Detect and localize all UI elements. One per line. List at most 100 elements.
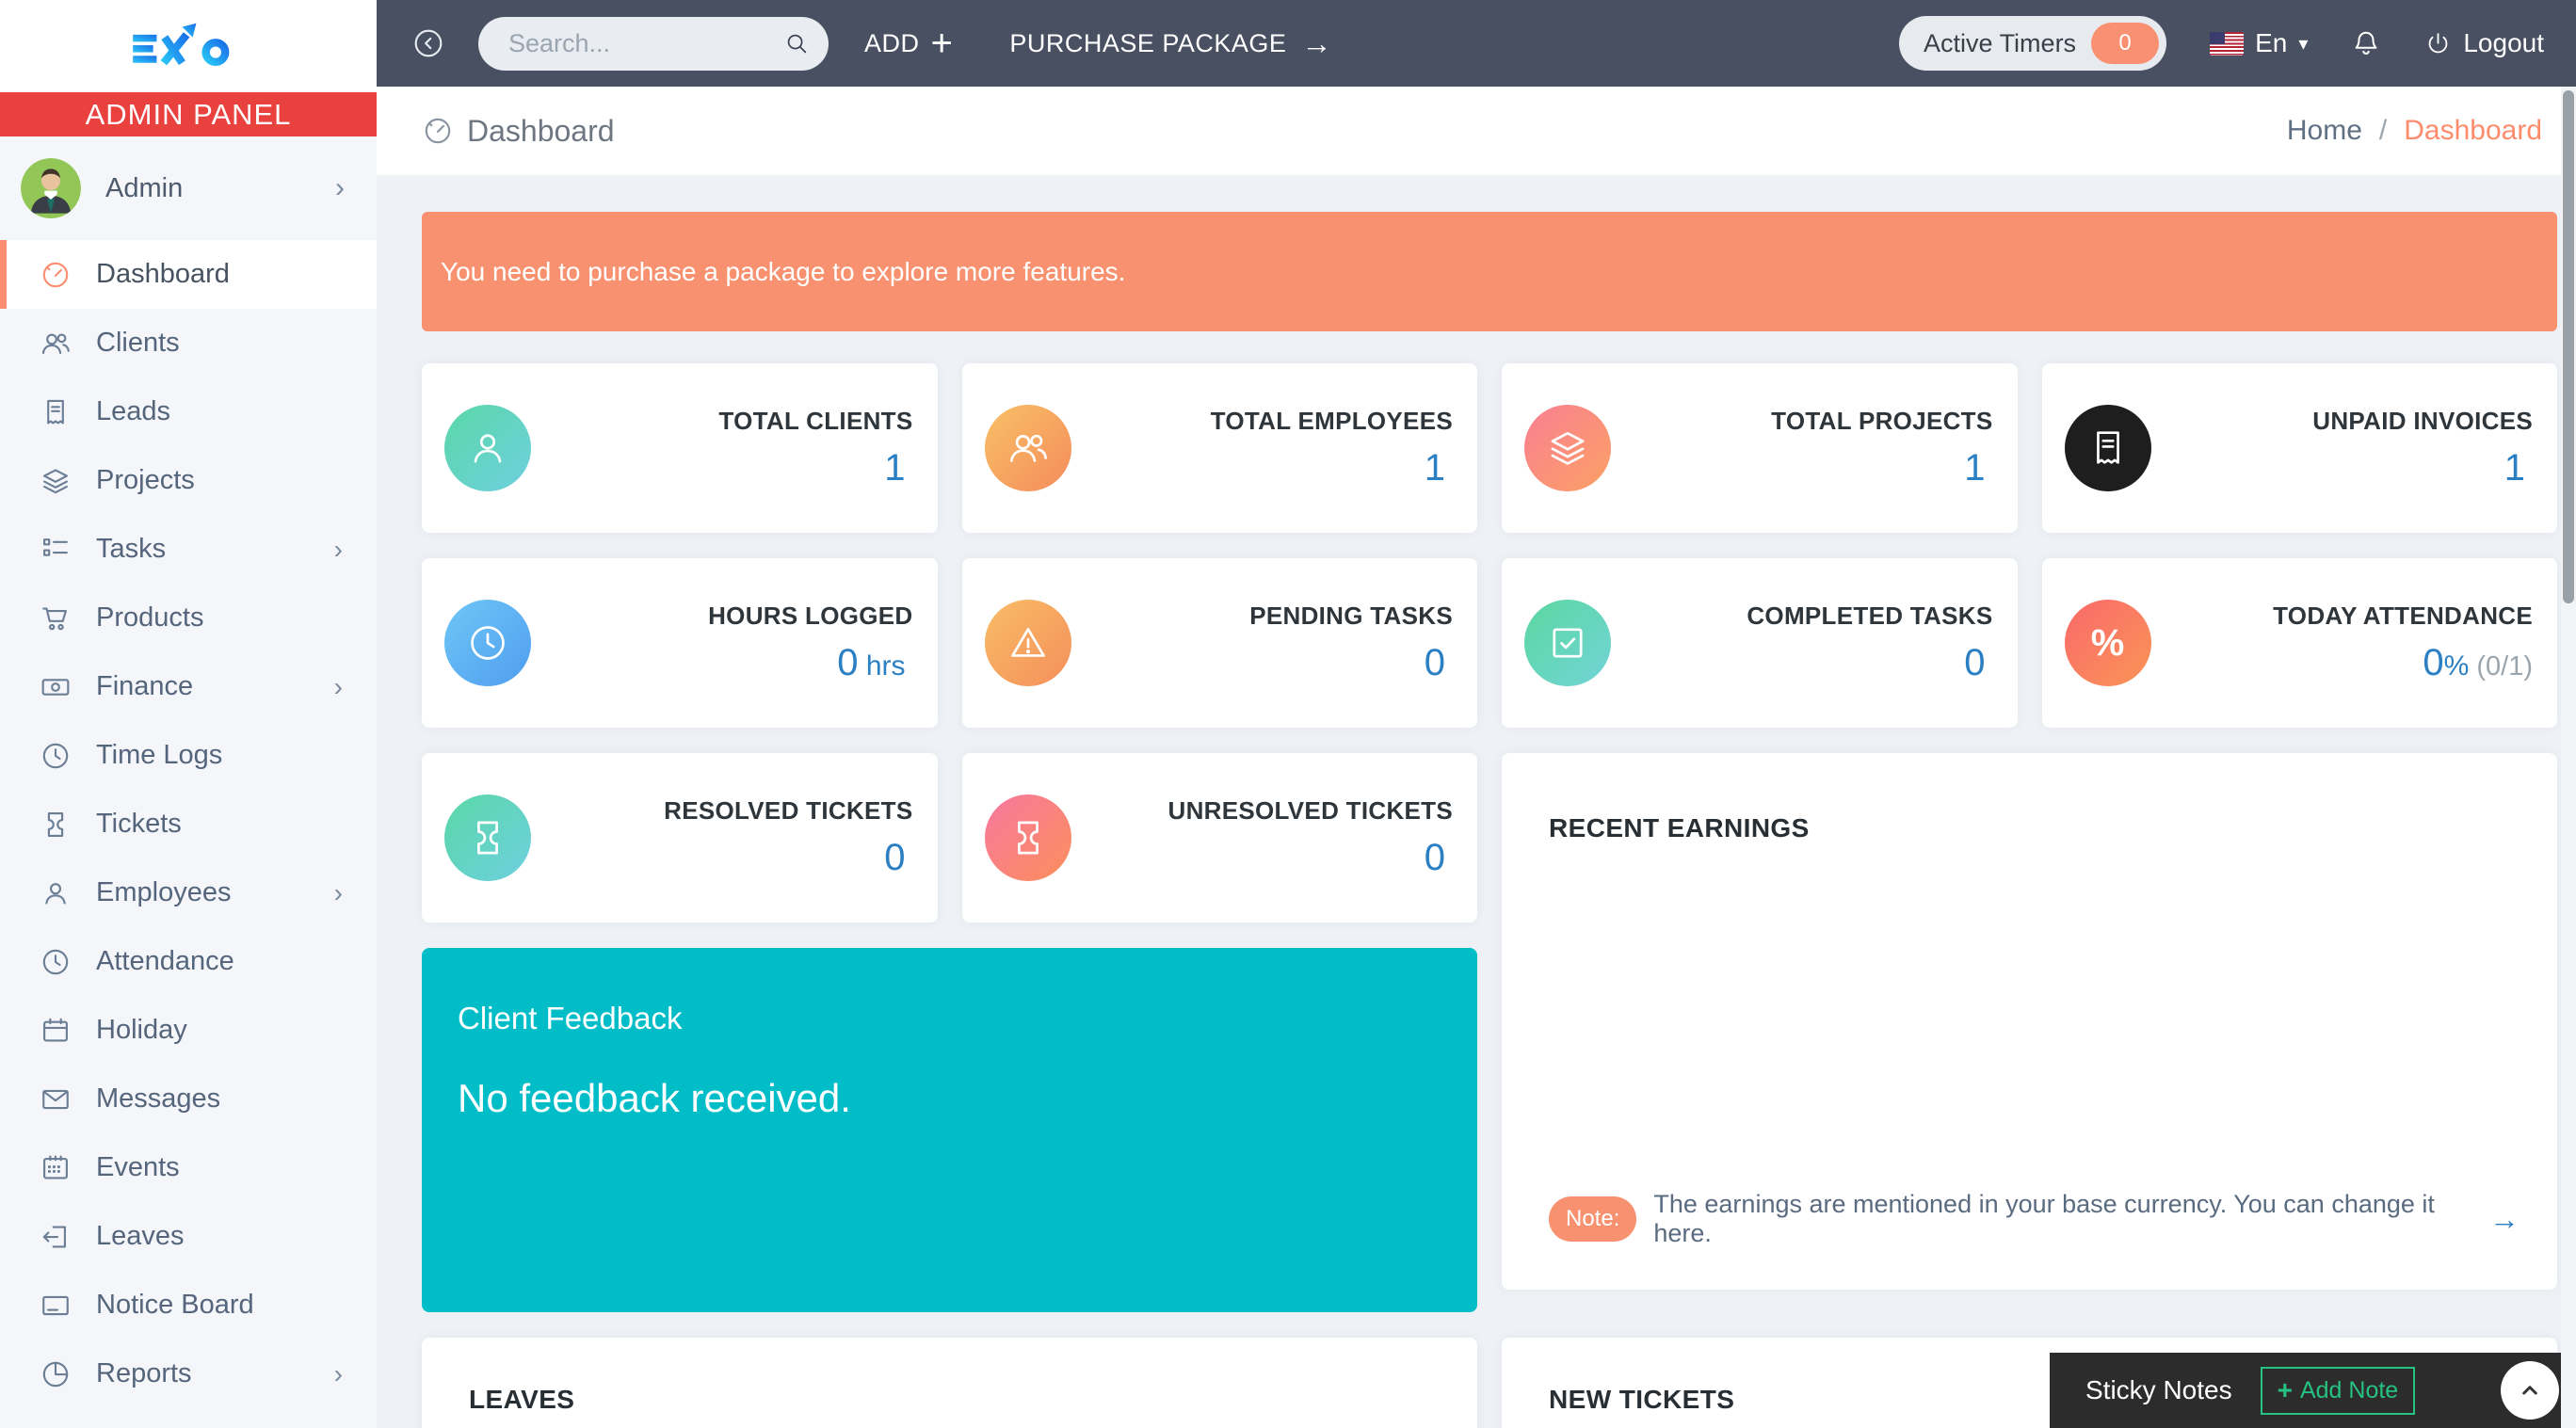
person-icon bbox=[444, 405, 531, 491]
caret-down-icon: ▾ bbox=[2298, 33, 2309, 55]
sidebar-item-label: Attendance bbox=[96, 946, 234, 976]
stat-card-pending-tasks: PENDING TASKS 0 bbox=[961, 558, 1477, 728]
stat-value-link[interactable]: 1 bbox=[884, 447, 906, 489]
sidebar-item-attendance[interactable]: Attendance › bbox=[0, 927, 377, 996]
sidebar: ADMIN PANEL Admin › Dashboard › Clients … bbox=[0, 0, 377, 1428]
add-button[interactable]: ADD + bbox=[864, 23, 954, 64]
stat-label: HOURS LOGGED bbox=[708, 602, 913, 630]
stat-value-link[interactable]: 0% (0/1) bbox=[2423, 642, 2533, 683]
stat-value-link[interactable]: 1 bbox=[2504, 447, 2525, 489]
ticket-icon bbox=[444, 794, 531, 881]
user-icon bbox=[40, 877, 72, 909]
sidebar-item-employees[interactable]: Employees › bbox=[0, 858, 377, 927]
sidebar-item-dashboard[interactable]: Dashboard › bbox=[0, 240, 377, 309]
scrollbar-thumb[interactable] bbox=[2563, 90, 2574, 603]
note-badge: Note: bbox=[1549, 1196, 1637, 1242]
chevron-right-icon: › bbox=[333, 1358, 343, 1388]
checklist-icon bbox=[40, 534, 72, 566]
money-icon bbox=[40, 671, 72, 703]
sidebar-item-label: Leaves bbox=[96, 1221, 185, 1251]
sidebar-item-tickets[interactable]: Tickets › bbox=[0, 790, 377, 858]
sticky-notes-bar: Sticky Notes + Add Note bbox=[2050, 1353, 2576, 1428]
scroll-to-top-button[interactable] bbox=[2501, 1361, 2559, 1420]
notifications-bell-icon[interactable] bbox=[2351, 28, 2381, 58]
purchase-package-button[interactable]: PURCHASE PACKAGE → bbox=[1009, 26, 1332, 60]
breadcrumb-separator: / bbox=[2378, 115, 2388, 146]
stat-value-link[interactable]: 0 bbox=[884, 837, 906, 878]
stat-value-link[interactable]: 0 bbox=[1424, 642, 1445, 683]
sidebar-item-reports[interactable]: Reports › bbox=[0, 1340, 377, 1408]
sidebar-item-messages[interactable]: Messages › bbox=[0, 1065, 377, 1133]
sidebar-item-clients[interactable]: Clients › bbox=[0, 309, 377, 377]
board-icon bbox=[40, 1290, 72, 1322]
chevron-right-icon: › bbox=[335, 172, 345, 203]
calendar-dots-icon bbox=[40, 1152, 72, 1184]
sidebar-item-time-logs[interactable]: Time Logs › bbox=[0, 721, 377, 790]
chevron-right-icon: › bbox=[333, 534, 343, 564]
us-flag-icon bbox=[2210, 31, 2245, 56]
pie-icon bbox=[40, 1358, 72, 1390]
add-note-label: Add Note bbox=[2299, 1376, 2399, 1404]
logo[interactable] bbox=[0, 0, 377, 92]
sidebar-item-label: Products bbox=[96, 602, 204, 633]
user-name: Admin bbox=[105, 172, 184, 203]
sidebar-item-label: Projects bbox=[96, 465, 195, 495]
client-feedback-panel: Client Feedback No feedback received. bbox=[422, 948, 1477, 1312]
purchase-label: PURCHASE PACKAGE bbox=[1009, 28, 1287, 57]
sidebar-item-products[interactable]: Products › bbox=[0, 584, 377, 652]
stat-value-link[interactable]: 0 bbox=[1964, 642, 1986, 683]
stat-value-link[interactable]: 1 bbox=[1424, 447, 1445, 489]
layers-icon bbox=[1524, 405, 1611, 491]
stat-value-link[interactable]: 0 bbox=[1424, 837, 1445, 878]
breadcrumb-home-link[interactable]: Home bbox=[2286, 115, 2362, 146]
stat-value-link[interactable]: 0 hrs bbox=[837, 642, 906, 683]
main-content: You need to purchase a package to explor… bbox=[377, 175, 2576, 1428]
stat-label: TODAY ATTENDANCE bbox=[2273, 602, 2533, 630]
sidebar-item-holiday[interactable]: Holiday › bbox=[0, 996, 377, 1065]
search-input[interactable] bbox=[507, 27, 783, 59]
add-note-button[interactable]: + Add Note bbox=[2260, 1366, 2416, 1415]
sidebar-item-leaves[interactable]: Leaves › bbox=[0, 1202, 377, 1271]
stat-value-link[interactable]: 1 bbox=[1964, 447, 1986, 489]
sidebar-item-label: Dashboard bbox=[96, 259, 230, 289]
sidebar-item-billing[interactable]: Billing › bbox=[0, 1408, 377, 1428]
sidebar-item-label: Holiday bbox=[96, 1015, 187, 1045]
logout-button[interactable]: Logout bbox=[2424, 28, 2544, 58]
sidebar-menu: Dashboard › Clients › Leads › Projects ›… bbox=[0, 240, 377, 1428]
dashboard-grid: RECENT EARNINGS Note: The earnings are m… bbox=[422, 363, 2557, 1428]
sidebar-item-label: Clients bbox=[96, 328, 180, 358]
stat-card-completed-tasks: COMPLETED TASKS 0 bbox=[1502, 558, 2018, 728]
search-icon[interactable] bbox=[783, 30, 810, 56]
breadcrumb-bar: Dashboard Home / Dashboard bbox=[377, 87, 2576, 175]
sidebar-user[interactable]: Admin › bbox=[0, 136, 377, 240]
new-tickets-title: NEW TICKETS bbox=[1549, 1385, 1735, 1414]
chevron-right-icon: › bbox=[333, 877, 343, 907]
admin-panel-banner: ADMIN PANEL bbox=[0, 92, 377, 136]
stat-label: RESOLVED TICKETS bbox=[664, 796, 913, 825]
stat-card-hours-logged: HOURS LOGGED 0 hrs bbox=[422, 558, 938, 728]
active-timers-badge: 0 bbox=[2091, 23, 2160, 64]
active-timers-button[interactable]: Active Timers 0 bbox=[1899, 16, 2167, 71]
client-feedback-title: Client Feedback bbox=[458, 1001, 683, 1035]
language-selector[interactable]: En ▾ bbox=[2210, 28, 2308, 58]
sidebar-item-leads[interactable]: Leads › bbox=[0, 377, 377, 446]
collapse-sidebar-icon[interactable] bbox=[412, 27, 444, 59]
stat-label: COMPLETED TASKS bbox=[1747, 602, 1993, 630]
calendar-icon bbox=[40, 1015, 72, 1047]
sidebar-item-projects[interactable]: Projects › bbox=[0, 446, 377, 515]
topbar-right: Active Timers 0 En ▾ Logout bbox=[1899, 16, 2544, 71]
sidebar-item-events[interactable]: Events › bbox=[0, 1133, 377, 1202]
sidebar-item-notice-board[interactable]: Notice Board › bbox=[0, 1271, 377, 1340]
sidebar-item-tasks[interactable]: Tasks › bbox=[0, 515, 377, 584]
sidebar-item-finance[interactable]: Finance › bbox=[0, 652, 377, 721]
sidebar-item-label: Tasks bbox=[96, 534, 167, 564]
receipt-icon bbox=[40, 396, 72, 428]
speedometer-icon bbox=[40, 259, 72, 291]
stat-label: TOTAL PROJECTS bbox=[1771, 407, 1993, 435]
envelope-icon bbox=[40, 1083, 72, 1115]
sidebar-item-label: Time Logs bbox=[96, 740, 223, 770]
recent-earnings-title: RECENT EARNINGS bbox=[1549, 813, 1810, 842]
page-scrollbar bbox=[2561, 87, 2576, 1428]
client-feedback-message: No feedback received. bbox=[458, 1076, 851, 1120]
stat-label: TOTAL CLIENTS bbox=[718, 407, 913, 435]
